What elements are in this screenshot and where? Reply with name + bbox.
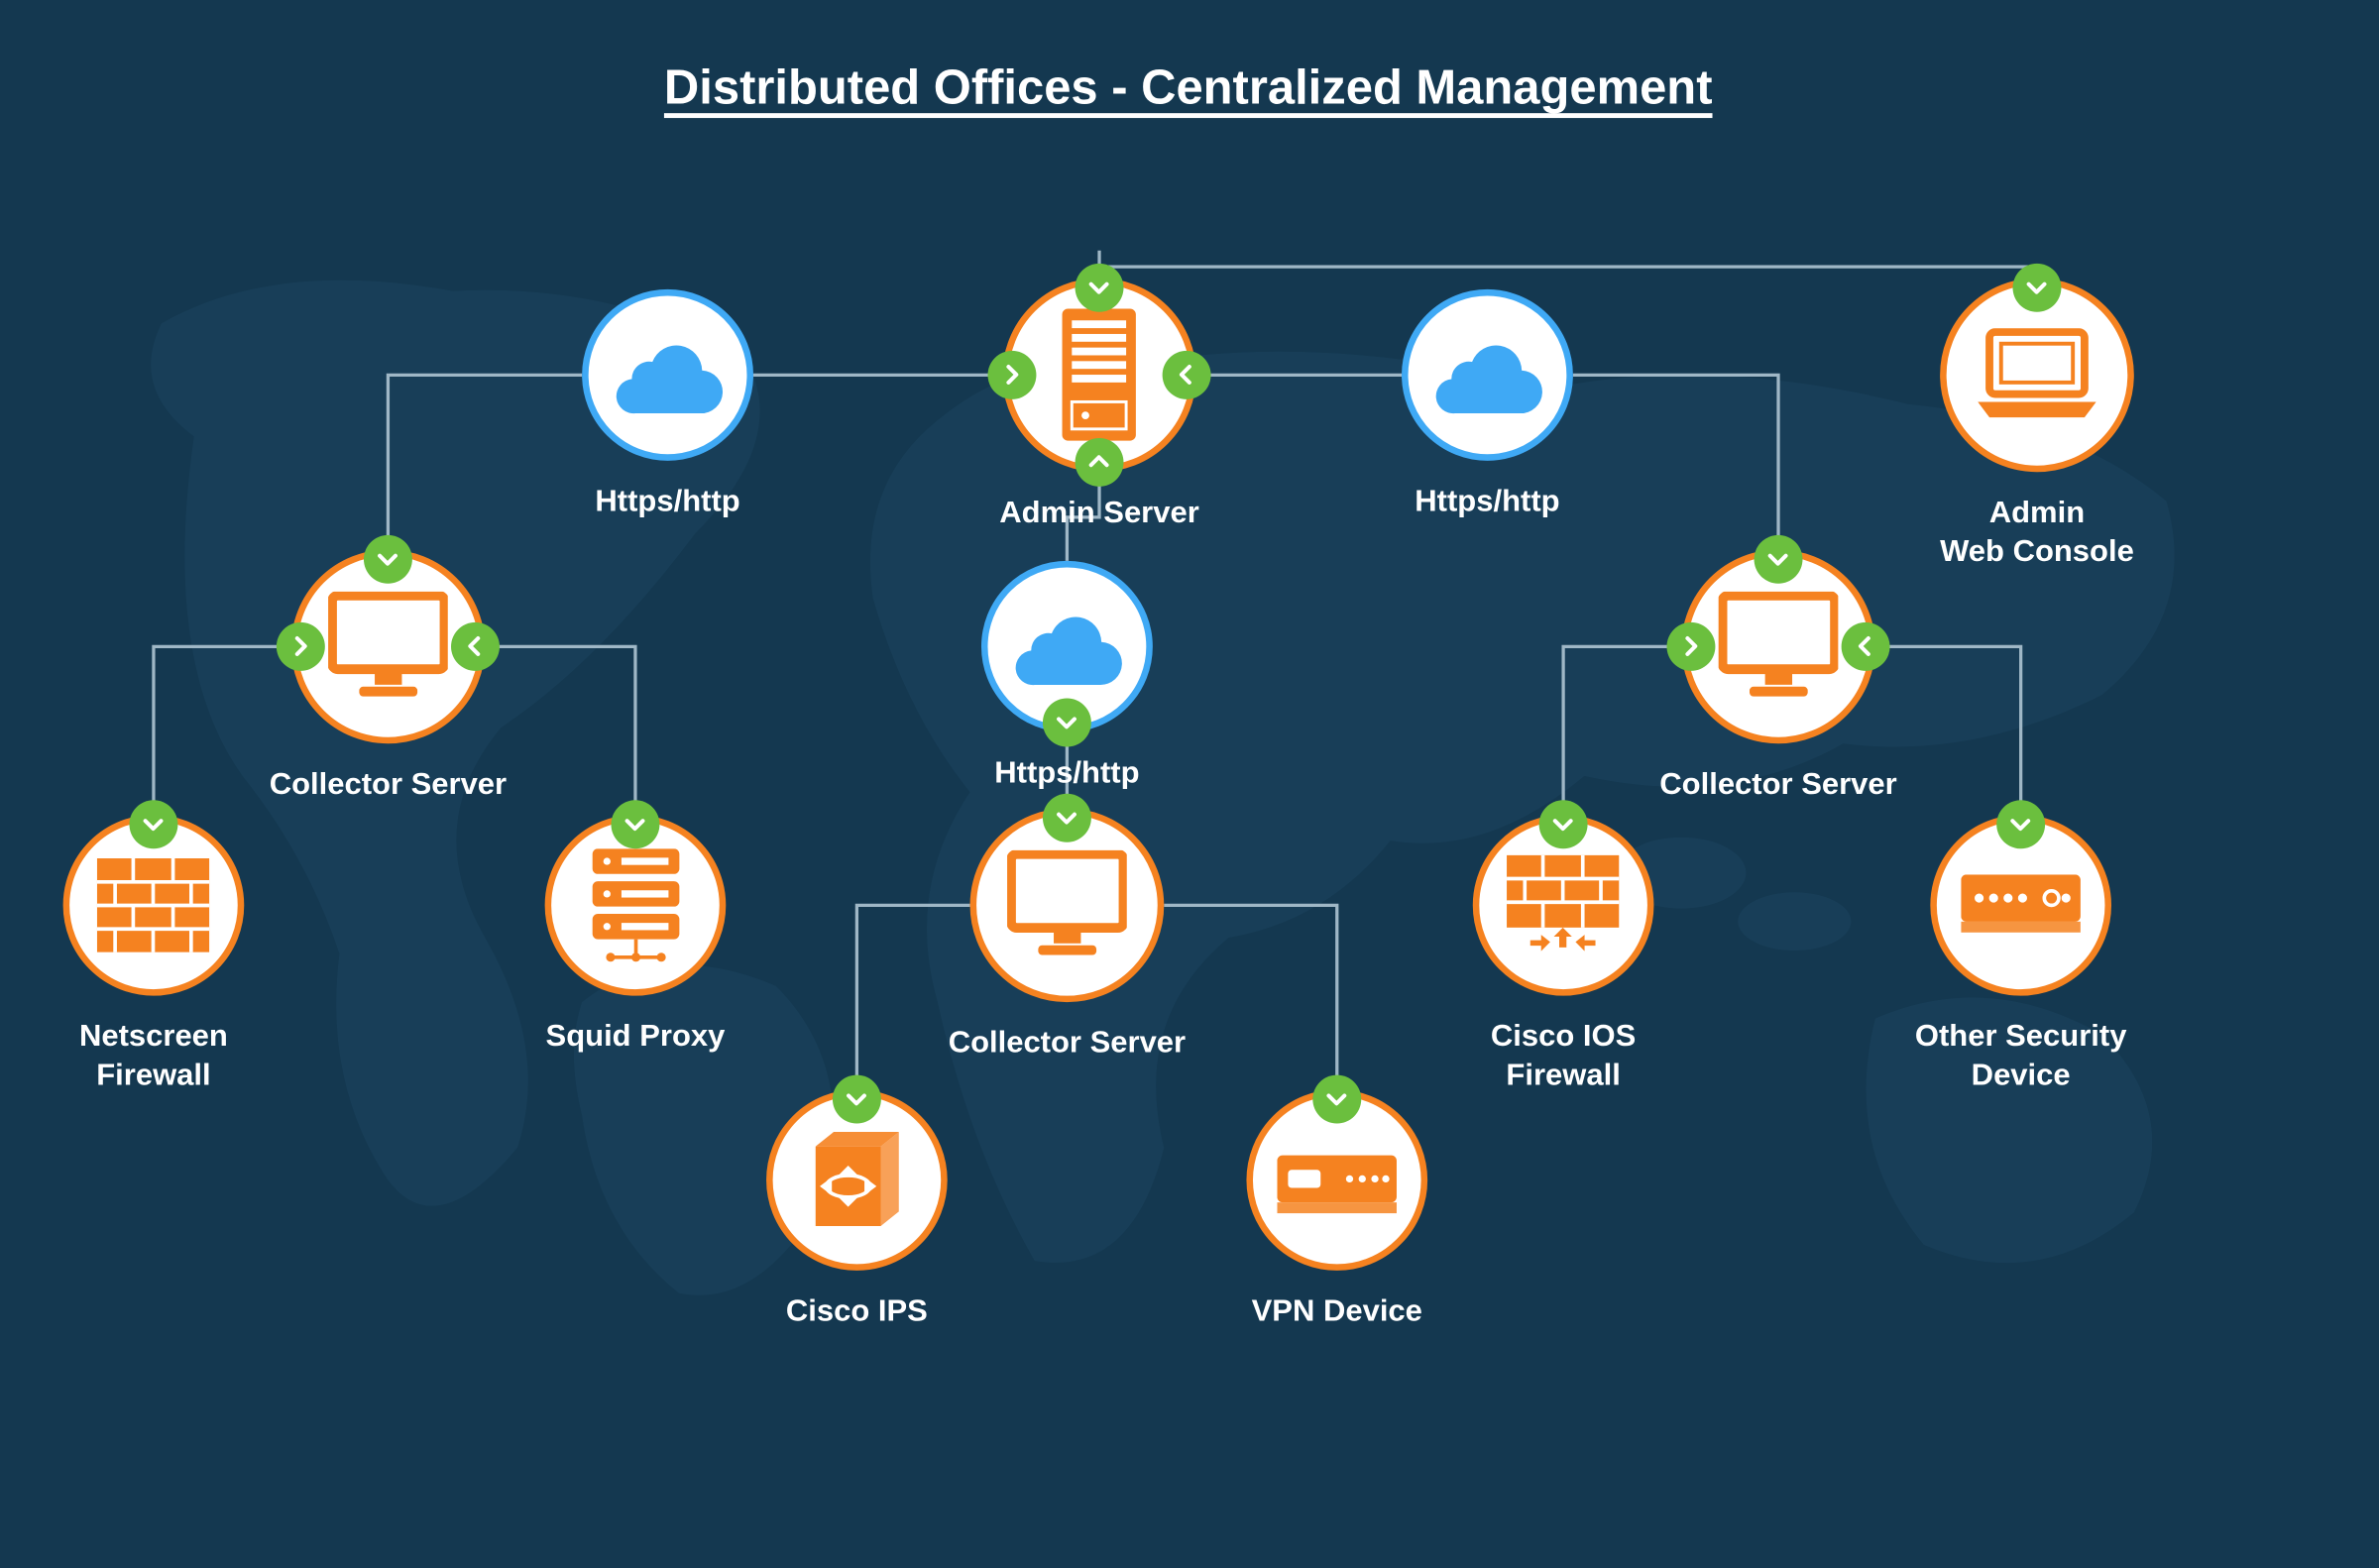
arrow-badge-up — [1076, 438, 1124, 487]
arrow-badge-down — [364, 535, 412, 584]
arrow-badge-down — [611, 800, 659, 848]
node-label: Squid Proxy — [448, 1018, 823, 1057]
arrow-badge-right — [277, 622, 325, 671]
node-other_device: Other Security Device — [1930, 815, 2111, 1095]
node-label: Collector Server — [194, 766, 582, 805]
node-https_right: Https/http — [1402, 289, 1573, 521]
arrow-badge-down — [1539, 800, 1588, 848]
arrow-badge-right — [987, 351, 1036, 399]
node-admin_server: Admin Server — [1002, 279, 1196, 533]
node-label: Https/http — [1304, 484, 1670, 522]
monitor-icon — [970, 808, 1165, 1002]
node-admin_console: Admin Web Console — [1940, 279, 2134, 572]
arrow-badge-down — [1043, 699, 1091, 747]
node-label: Collector Server — [1584, 766, 1972, 805]
cloud-icon — [1402, 289, 1573, 461]
arrow-badge-right — [1666, 622, 1715, 671]
node-label: Netscreen Firewall — [0, 1018, 341, 1094]
node-label: Https/http — [485, 484, 850, 522]
device-icon — [1930, 815, 2111, 996]
node-label: Cisco IPS — [669, 1293, 1044, 1332]
node-collector_center: Collector Server — [970, 808, 1165, 1063]
node-netscreen: Netscreen Firewall — [63, 815, 245, 1095]
monitor-icon — [291, 550, 486, 744]
server-icon — [1002, 279, 1196, 473]
node-label: Cisco IOS Firewall — [1376, 1018, 1751, 1094]
diagram-canvas: Distributed Offices - Centralized Manage… — [0, 0, 2376, 1568]
arrow-badge-left — [451, 622, 500, 671]
firewall2-icon — [1473, 815, 1654, 996]
node-label: Admin Server — [905, 495, 1293, 533]
node-label: VPN Device — [1150, 1293, 1525, 1332]
arrow-badge-down — [1312, 1075, 1361, 1124]
node-label: Https/http — [884, 755, 1250, 794]
node-collector_left: Collector Server — [291, 550, 486, 805]
diagram-title: Distributed Offices - Centralized Manage… — [0, 61, 2376, 116]
node-cisco_ips: Cisco IPS — [766, 1089, 948, 1331]
arrow-badge-down — [1076, 264, 1124, 312]
arrow-badge-down — [2013, 264, 2062, 312]
arrow-badge-down — [1755, 535, 1803, 584]
node-https_left: Https/http — [582, 289, 753, 521]
cloud-icon — [582, 289, 753, 461]
arrow-badge-left — [1842, 622, 1890, 671]
node-cisco_firewall: Cisco IOS Firewall — [1473, 815, 1654, 1095]
node-https_center: Https/http — [981, 561, 1153, 793]
arrow-badge-down — [833, 1075, 881, 1124]
monitor-icon — [1681, 550, 1875, 744]
arrow-badge-down — [1996, 800, 2045, 848]
box-icon — [766, 1089, 948, 1271]
node-label: Other Security Device — [1833, 1018, 2208, 1094]
arrow-badge-left — [1163, 351, 1211, 399]
node-collector_right: Collector Server — [1681, 550, 1875, 805]
node-vpn: VPN Device — [1246, 1089, 1427, 1331]
vpn-icon — [1246, 1089, 1427, 1271]
proxy-icon — [545, 815, 727, 996]
node-label: Collector Server — [873, 1025, 1261, 1064]
arrow-badge-down — [129, 800, 177, 848]
firewall-icon — [63, 815, 245, 996]
cloud-icon — [981, 561, 1153, 732]
node-label: Admin Web Console — [1843, 495, 2230, 571]
node-squid: Squid Proxy — [545, 815, 727, 1057]
arrow-badge-down — [1043, 794, 1091, 842]
laptop-icon — [1940, 279, 2134, 473]
